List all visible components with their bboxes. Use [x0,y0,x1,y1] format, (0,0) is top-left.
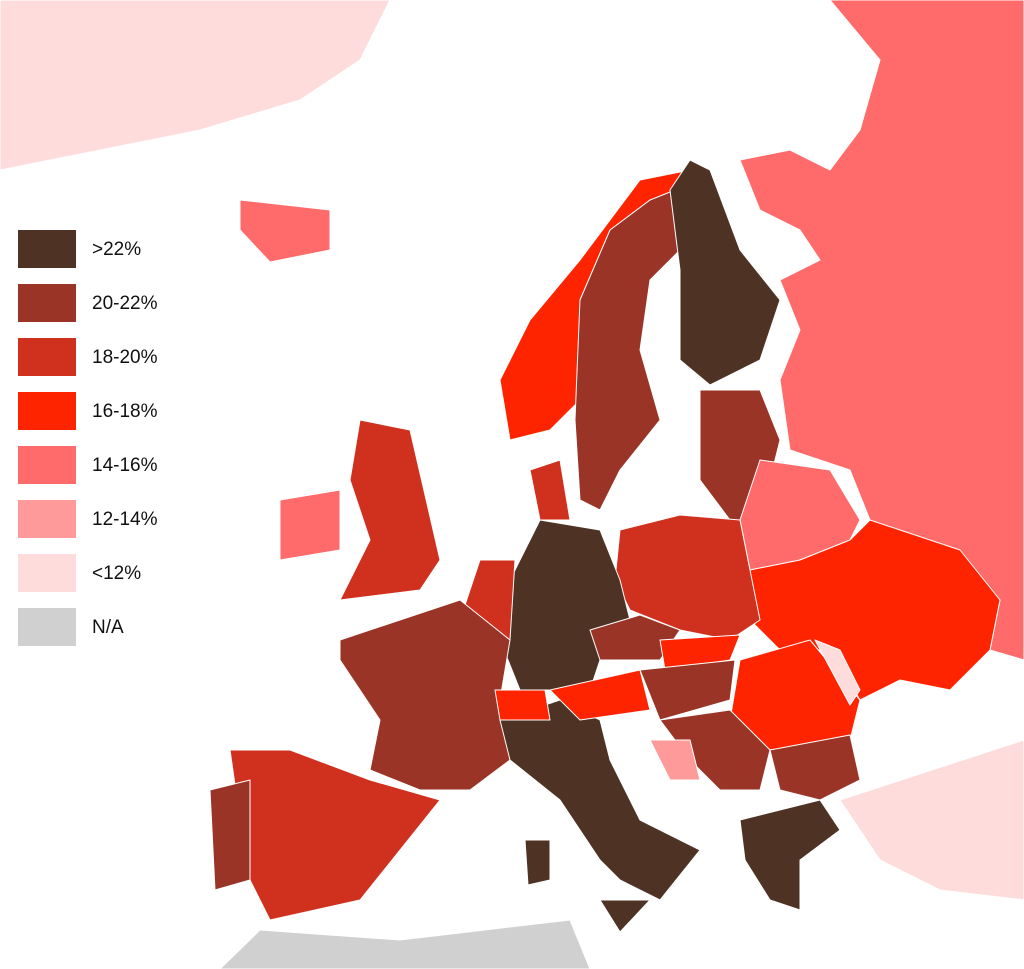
uk [339,419,441,601]
legend-label: <12% [92,563,141,584]
legend: >22% 20-22% 18-20% 16-18% 14-16% 12-14% <12% N/… [18,230,158,646]
legend-swatch [18,608,76,646]
sweden [574,189,691,511]
legend-swatch [18,338,76,376]
legend-label: N/A [92,617,124,638]
legend-swatch [18,500,76,538]
greenland [0,0,391,171]
legend-label: 14-16% [92,455,158,476]
portugal [209,779,251,891]
moldova [814,639,861,706]
greece [739,799,841,911]
finland [669,159,781,386]
legend-swatch [18,446,76,484]
legend-swatch [18,392,76,430]
legend-label: 16-18% [92,401,158,422]
bosnia [649,739,701,781]
germany [499,519,631,691]
iceland [239,199,331,263]
legend-label: 18-20% [92,347,158,368]
legend-swatch [18,284,76,322]
sicily [599,899,651,933]
legend-swatch [18,230,76,268]
switzerland [494,689,551,721]
bulgaria [769,734,861,801]
denmark [529,459,571,521]
legend-label: 20-22% [92,293,158,314]
legend-swatch [18,554,76,592]
ireland [279,489,341,561]
france [339,599,511,791]
sardinia [524,839,551,886]
legend-label: 12-14% [92,509,158,530]
hungary [639,659,736,721]
legend-label: >22% [92,239,141,260]
austria [549,669,651,721]
turkey [839,739,1024,901]
north-africa [219,919,591,969]
